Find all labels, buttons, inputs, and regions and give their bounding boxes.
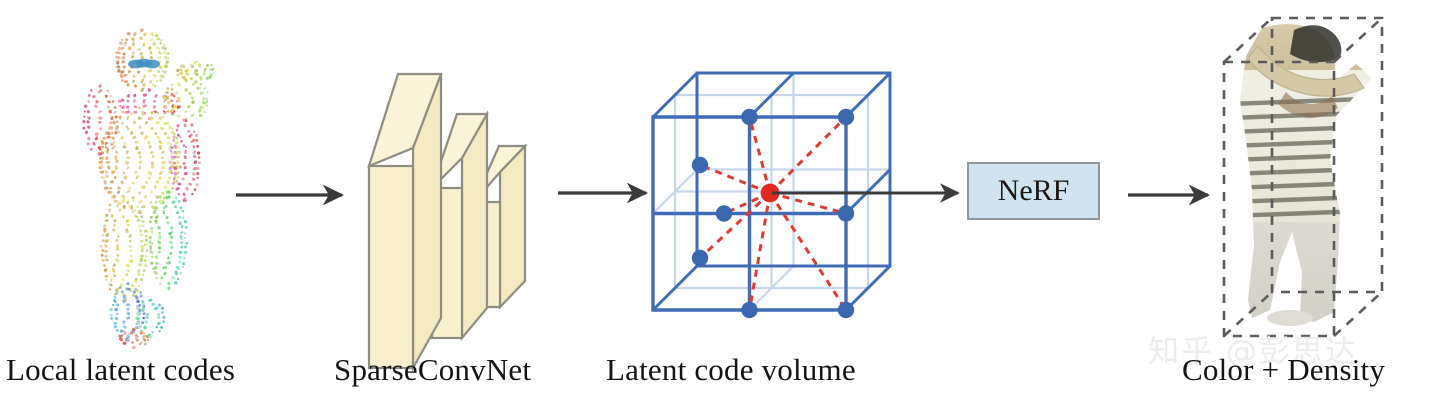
conv-slab-1 (367, 72, 443, 373)
dashed-bounding-box (1222, 16, 1384, 338)
latent-code-volume-cube (651, 71, 892, 319)
cube-top-face-lines (748, 71, 795, 119)
person-hat (1290, 25, 1342, 63)
caption-latent-code-volume: Latent code volume (606, 352, 856, 387)
conv-slab-3 (472, 143, 528, 310)
person-shoe (1267, 310, 1313, 326)
query-point-node (760, 183, 780, 203)
rendered-person-group (1222, 16, 1384, 338)
latent-code-nodes (691, 108, 855, 319)
cube-inner-grid (652, 72, 891, 311)
watermark: 知乎 @彭思达 (1148, 334, 1358, 370)
caption-sparseconvnet: SparseConvNet (334, 352, 532, 387)
caption-local-latent-codes: Local latent codes (6, 352, 236, 387)
cube-depth-edges (651, 71, 892, 312)
cube-right-face-lines (844, 168, 892, 215)
nerf-label: NeRF (997, 174, 1070, 207)
person-raised-arm (1247, 45, 1365, 97)
cube-front-face (651, 115, 848, 312)
rendered-person-image (1240, 24, 1372, 322)
point-cloud-figure (82, 28, 216, 350)
caption-color-density: Color + Density (1182, 352, 1386, 387)
nerf-box[interactable]: NeRF (967, 162, 1100, 220)
cube-back-face (695, 71, 892, 268)
conv-slab-2 (430, 109, 489, 342)
trilinear-interpolation-links (698, 115, 848, 311)
sparse-conv-net-slabs (367, 72, 528, 373)
